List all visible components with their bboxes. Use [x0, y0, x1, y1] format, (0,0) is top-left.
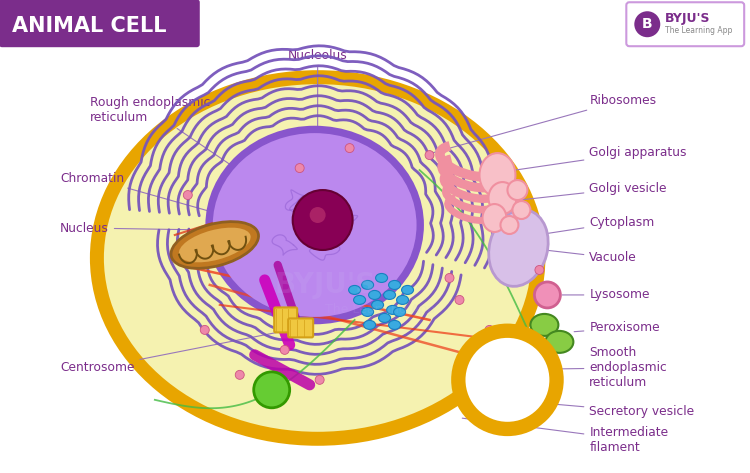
Circle shape: [345, 144, 354, 153]
Circle shape: [535, 265, 544, 274]
Text: Nucleolus: Nucleolus: [288, 49, 347, 192]
FancyBboxPatch shape: [0, 0, 200, 47]
Circle shape: [470, 342, 545, 418]
Text: Peroxisome: Peroxisome: [574, 321, 660, 334]
Ellipse shape: [362, 307, 374, 316]
Text: Nucleus: Nucleus: [60, 221, 207, 235]
Ellipse shape: [388, 280, 400, 289]
Ellipse shape: [530, 314, 559, 336]
Text: Cytoplasm: Cytoplasm: [507, 216, 655, 240]
Circle shape: [466, 338, 550, 422]
Circle shape: [280, 345, 290, 354]
Ellipse shape: [171, 222, 259, 268]
Text: Vacuole: Vacuole: [548, 250, 637, 264]
Ellipse shape: [479, 153, 515, 197]
Ellipse shape: [349, 285, 361, 294]
Ellipse shape: [376, 273, 388, 282]
Text: Ribosomes: Ribosomes: [427, 94, 656, 154]
Text: Intermediate
filament: Intermediate filament: [462, 418, 668, 454]
Text: Centrosome: Centrosome: [60, 333, 277, 374]
Text: Golgi apparatus: Golgi apparatus: [504, 146, 687, 172]
Ellipse shape: [371, 300, 383, 309]
Ellipse shape: [386, 306, 398, 315]
Ellipse shape: [353, 296, 365, 305]
Text: Lysosome: Lysosome: [562, 289, 650, 301]
Ellipse shape: [401, 285, 413, 294]
Circle shape: [296, 164, 304, 173]
Ellipse shape: [397, 296, 409, 305]
Ellipse shape: [488, 182, 517, 214]
Circle shape: [445, 273, 454, 282]
Text: Secretory vesicle: Secretory vesicle: [507, 400, 694, 418]
Text: Smooth
endoplasmic
reticulum: Smooth endoplasmic reticulum: [497, 346, 667, 389]
Text: The Learning App: The Learning App: [665, 26, 733, 35]
Ellipse shape: [207, 127, 422, 323]
Text: Rough endoplasmic
reticulum: Rough endoplasmic reticulum: [90, 96, 266, 188]
Ellipse shape: [388, 320, 400, 329]
Circle shape: [315, 376, 324, 385]
Circle shape: [508, 180, 527, 200]
Circle shape: [535, 282, 560, 308]
Ellipse shape: [364, 320, 376, 329]
Ellipse shape: [383, 290, 395, 299]
Ellipse shape: [213, 133, 416, 317]
Ellipse shape: [394, 307, 406, 316]
Ellipse shape: [545, 331, 573, 353]
Text: BYJU'S: BYJU'S: [665, 12, 711, 25]
Ellipse shape: [104, 84, 532, 432]
Text: ANIMAL CELL: ANIMAL CELL: [12, 16, 166, 36]
Text: B: B: [642, 17, 652, 31]
Ellipse shape: [368, 290, 380, 299]
Text: Chromatin: Chromatin: [60, 172, 245, 221]
Ellipse shape: [362, 280, 374, 289]
Ellipse shape: [482, 204, 506, 232]
Text: The Learning App: The Learning App: [325, 303, 434, 316]
Circle shape: [455, 296, 464, 305]
Circle shape: [254, 372, 290, 408]
FancyBboxPatch shape: [288, 318, 314, 337]
Circle shape: [183, 191, 192, 200]
Circle shape: [500, 216, 518, 234]
Circle shape: [425, 150, 434, 159]
Ellipse shape: [178, 228, 251, 263]
FancyBboxPatch shape: [626, 2, 744, 46]
Circle shape: [512, 201, 530, 219]
Ellipse shape: [90, 70, 545, 446]
Circle shape: [310, 207, 326, 223]
Text: Golgi vesicle: Golgi vesicle: [522, 182, 667, 200]
Circle shape: [485, 325, 494, 334]
Circle shape: [200, 325, 209, 334]
FancyBboxPatch shape: [274, 307, 297, 333]
Text: BYJU'S: BYJU'S: [274, 271, 375, 299]
Ellipse shape: [489, 210, 548, 286]
Circle shape: [292, 190, 352, 250]
Circle shape: [236, 370, 244, 379]
Circle shape: [634, 11, 660, 37]
Ellipse shape: [379, 314, 391, 323]
